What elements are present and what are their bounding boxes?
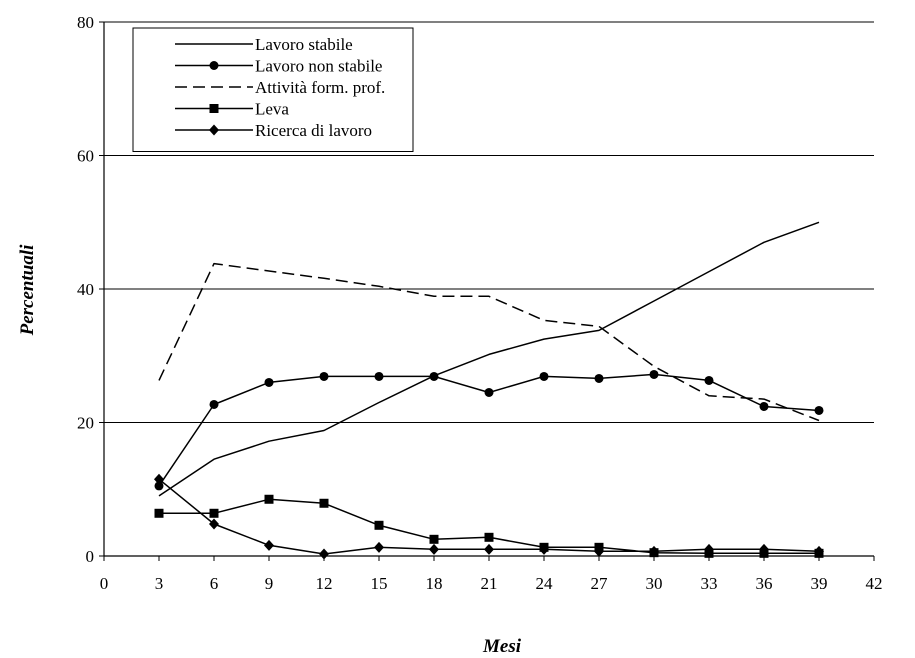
legend-marker — [209, 104, 219, 113]
data-point — [209, 508, 219, 518]
data-point — [154, 473, 164, 485]
data-point — [539, 371, 549, 381]
legend-box — [132, 27, 414, 152]
x-tick-label: 18 — [426, 574, 443, 593]
data-point — [374, 541, 384, 553]
data-point — [374, 520, 384, 530]
x-tick-label: 6 — [210, 574, 219, 593]
legend-marker — [209, 61, 219, 70]
legend-label: Attività form. prof. — [255, 78, 385, 97]
x-tick-label: 21 — [481, 574, 498, 593]
x-tick-label: 33 — [701, 574, 718, 593]
legend-item: Ricerca di lavoro — [175, 121, 372, 140]
legend-label: Ricerca di lavoro — [255, 121, 372, 140]
data-point — [649, 369, 659, 379]
legend-item: Attività form. prof. — [175, 78, 385, 97]
legend-item: Lavoro non stabile — [175, 57, 382, 76]
y-tick-label: 0 — [86, 547, 95, 566]
data-point — [704, 543, 714, 555]
series-line — [158, 221, 820, 497]
x-tick-label: 3 — [155, 574, 164, 593]
legend-label: Leva — [255, 100, 289, 119]
data-point — [814, 545, 824, 557]
x-tick-label: 30 — [646, 574, 663, 593]
x-tick-label: 36 — [756, 574, 773, 593]
series-lines — [154, 221, 824, 560]
x-tick-label: 12 — [316, 574, 333, 593]
series-line — [158, 262, 820, 422]
y-tick-label: 60 — [77, 147, 94, 166]
data-point — [264, 377, 274, 387]
data-point — [209, 399, 219, 409]
x-tick-label: 24 — [536, 574, 554, 593]
x-tick-labels: 0 3 6 9 12 15 18 21 24 27 30 33 36 39 42 — [100, 574, 883, 593]
legend-item: Leva — [175, 100, 289, 119]
gridlines — [104, 21, 874, 423]
data-point — [484, 543, 494, 555]
data-point — [264, 494, 274, 504]
data-point — [264, 539, 274, 551]
data-point — [209, 518, 219, 530]
y-tick-label: 40 — [77, 280, 94, 299]
legend-label: Lavoro non stabile — [255, 57, 382, 76]
x-axis-title: Mesi — [482, 636, 522, 657]
data-point — [814, 405, 824, 415]
data-point — [429, 543, 439, 555]
x-tick-label: 42 — [866, 574, 883, 593]
data-point — [759, 543, 769, 555]
y-tick-label: 80 — [77, 13, 94, 32]
y-tick-label: 20 — [77, 414, 94, 433]
y-tick-labels: 0 20 40 60 80 — [77, 13, 94, 566]
x-tick-label: 9 — [265, 574, 274, 593]
data-point — [594, 373, 604, 383]
data-point — [759, 401, 769, 411]
series-line — [158, 478, 820, 555]
y-axis-title: Percentuali — [17, 244, 38, 336]
data-point — [484, 387, 494, 397]
data-point — [594, 545, 604, 557]
data-point — [374, 371, 384, 381]
x-tick-label: 0 — [100, 574, 109, 593]
series-1 — [154, 369, 824, 491]
legend-item: Lavoro stabile — [175, 35, 353, 54]
data-point — [319, 498, 329, 508]
data-point — [539, 543, 549, 555]
series-2 — [158, 262, 820, 422]
data-point — [429, 371, 439, 381]
series-4 — [154, 473, 824, 560]
data-point — [319, 548, 329, 560]
series-0 — [158, 221, 820, 497]
data-point — [154, 481, 164, 491]
legend-label: Lavoro stabile — [255, 35, 353, 54]
data-point — [484, 532, 494, 542]
x-tick-label: 27 — [591, 574, 609, 593]
legend: Lavoro stabile Lavoro non stabile Attività… — [132, 27, 414, 152]
legend-marker — [209, 124, 219, 136]
data-point — [429, 534, 439, 544]
x-tick-label: 15 — [371, 574, 388, 593]
data-point — [704, 375, 714, 385]
data-point — [649, 545, 659, 557]
axes — [99, 21, 875, 561]
data-point — [154, 508, 164, 518]
data-point — [319, 371, 329, 381]
x-tick-label: 39 — [811, 574, 828, 593]
